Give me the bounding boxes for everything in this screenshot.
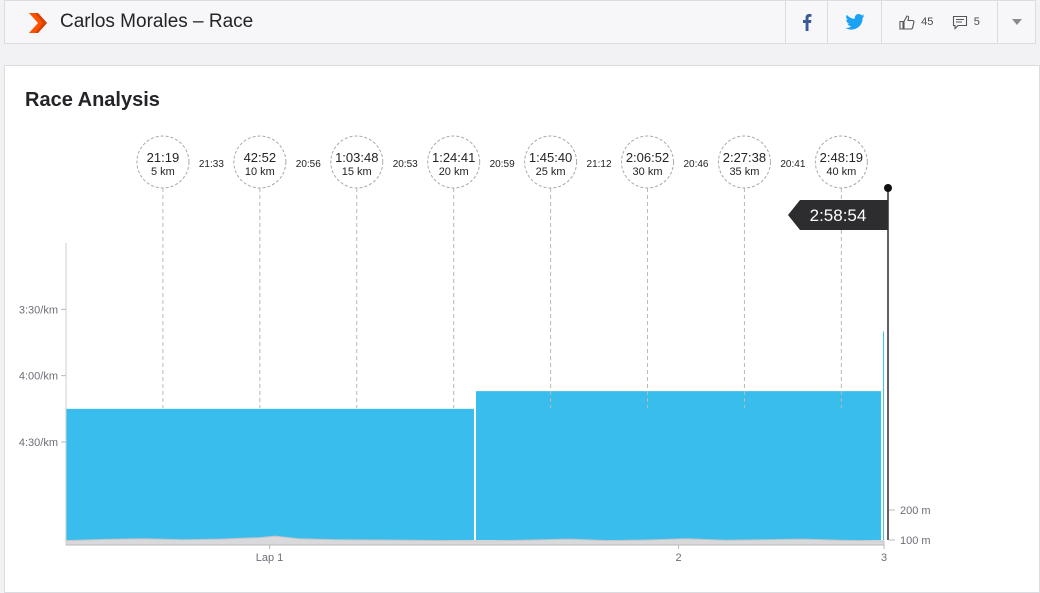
facebook-icon [802, 14, 811, 31]
comment-count: 5 [973, 16, 980, 28]
split-time: 1:03:48 [335, 150, 378, 165]
segment-time: 20:41 [780, 159, 805, 170]
segment-time: 20:53 [393, 159, 418, 170]
lap-pace-bar[interactable] [883, 331, 885, 540]
lap-pace-bar[interactable] [476, 391, 882, 540]
page-title: Carlos Morales – Race [60, 11, 254, 32]
split-time: 2:27:38 [723, 150, 766, 165]
finish-flag [788, 200, 888, 230]
elevation-tick-label: 200 m [900, 505, 931, 517]
more-options-button[interactable] [997, 1, 1035, 43]
panel-title: Race Analysis [25, 89, 160, 111]
finish-dot [884, 184, 892, 192]
segment-time: 21:33 [199, 159, 224, 170]
caret-down-icon [1011, 19, 1022, 25]
strava-chevron-icon[interactable] [27, 12, 49, 34]
split-time: 42:52 [244, 150, 277, 165]
split-distance: 30 km [633, 166, 663, 178]
split-distance: 15 km [342, 166, 372, 178]
lap-pace-bar[interactable] [66, 408, 474, 540]
segment-time: 20:59 [490, 159, 515, 170]
split-distance: 10 km [245, 166, 275, 178]
y-tick-label: 4:00/km [19, 371, 58, 383]
split-time: 21:19 [147, 150, 180, 165]
comment-icon [952, 15, 967, 30]
segment-time: 20:56 [296, 159, 321, 170]
split-time: 1:24:41 [432, 150, 475, 165]
split-time: 2:06:52 [626, 150, 669, 165]
segment-time: 20:46 [683, 159, 708, 170]
engagement-stats: 45 5 [881, 1, 997, 43]
split-marker[interactable] [233, 135, 287, 189]
twitter-share-button[interactable] [827, 1, 881, 43]
y-tick-label: 4:30/km [19, 437, 58, 449]
facebook-share-button[interactable] [785, 1, 827, 43]
split-marker[interactable] [136, 135, 190, 189]
twitter-icon [844, 14, 865, 30]
elevation-profile [65, 535, 885, 546]
kudos-button[interactable]: 45 [899, 14, 934, 30]
split-marker[interactable] [814, 135, 868, 189]
split-marker[interactable] [524, 135, 578, 189]
split-distance: 35 km [729, 166, 759, 178]
social-actions: 45 5 [785, 1, 1035, 43]
thumbs-up-icon [899, 14, 915, 30]
elevation-tick-label: 100 m [900, 535, 931, 547]
x-tick-label: 2 [675, 552, 681, 564]
x-tick-label: Lap 1 [256, 552, 284, 564]
split-marker[interactable] [717, 135, 771, 189]
segment-time: 21:12 [587, 159, 612, 170]
x-tick-label: 3 [881, 552, 887, 564]
split-time: 1:45:40 [529, 150, 572, 165]
activity-header-bar: Carlos Morales – Race 45 [4, 0, 1036, 44]
split-marker[interactable] [330, 135, 384, 189]
y-tick-label: 3:30/km [19, 304, 58, 316]
finish-time: 2:58:54 [810, 206, 867, 225]
split-distance: 20 km [439, 166, 469, 178]
split-marker[interactable] [621, 135, 675, 189]
split-time: 2:48:19 [820, 150, 863, 165]
split-distance: 40 km [826, 166, 856, 178]
split-distance: 5 km [151, 166, 175, 178]
split-marker[interactable] [427, 135, 481, 189]
split-distance: 25 km [536, 166, 566, 178]
kudos-count: 45 [921, 16, 934, 28]
comments-button[interactable]: 5 [952, 15, 980, 30]
